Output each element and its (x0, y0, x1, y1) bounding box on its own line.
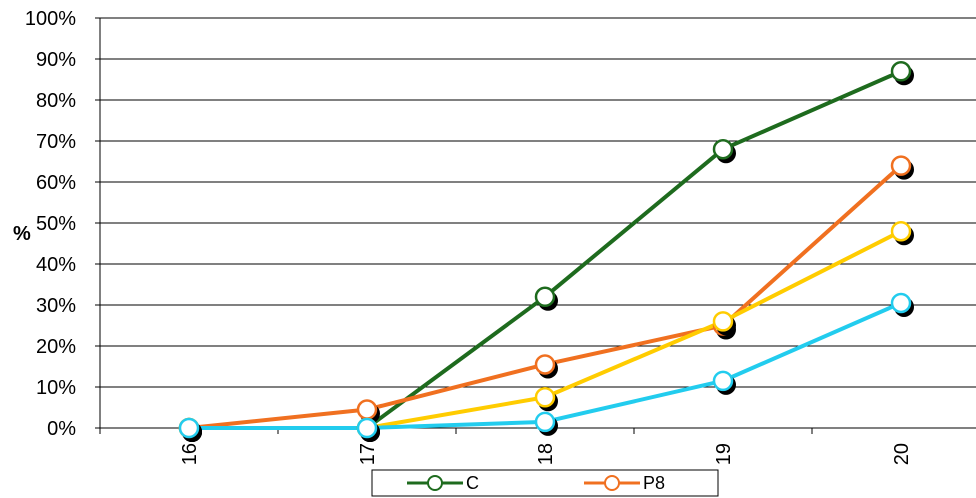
y-tick-label: 40% (36, 254, 76, 276)
legend-label: C (466, 473, 479, 493)
data-point (712, 311, 734, 332)
x-tick-labels: 16 17 18 19 20 (179, 443, 913, 465)
y-tick-label: 70% (36, 131, 76, 153)
legend-marker (427, 475, 443, 491)
y-tick-label: 0% (47, 418, 76, 440)
legend-marker (604, 475, 620, 491)
y-tick-label: 20% (36, 336, 76, 358)
x-tick-label: 20 (891, 443, 913, 465)
data-point (890, 220, 912, 242)
data-point (178, 417, 200, 439)
y-tick-label: 30% (36, 295, 76, 317)
y-tick-label: 80% (36, 90, 76, 112)
gridlines (95, 17, 976, 434)
data-point (890, 292, 912, 314)
x-tick-label: 19 (713, 443, 735, 465)
y-tick-label: 50% (36, 213, 76, 235)
x-tick-label: 16 (179, 443, 201, 465)
data-point (534, 387, 556, 408)
series-lines (178, 61, 914, 442)
data-point (890, 61, 912, 82)
data-point (712, 370, 734, 392)
data-point (890, 155, 912, 176)
y-tick-label: 10% (36, 377, 76, 399)
legend-label: P8 (643, 473, 665, 493)
y-tick-labels: 0% 10% 20% 30% 40% 50% 60% 70% 80% 90% 100% (25, 8, 76, 440)
data-point (356, 399, 378, 420)
legend: C P8 (371, 469, 719, 497)
data-point (356, 417, 378, 439)
data-point (534, 411, 556, 433)
x-tick-label: 18 (535, 443, 557, 465)
x-tick-label: 17 (357, 443, 379, 465)
data-point (534, 354, 556, 375)
y-tick-label: 100% (25, 8, 76, 30)
data-point (712, 138, 734, 160)
y-tick-label: 60% (36, 172, 76, 194)
y-tick-label: 90% (36, 49, 76, 71)
data-point (534, 286, 556, 308)
y-axis-label: % (13, 223, 31, 245)
